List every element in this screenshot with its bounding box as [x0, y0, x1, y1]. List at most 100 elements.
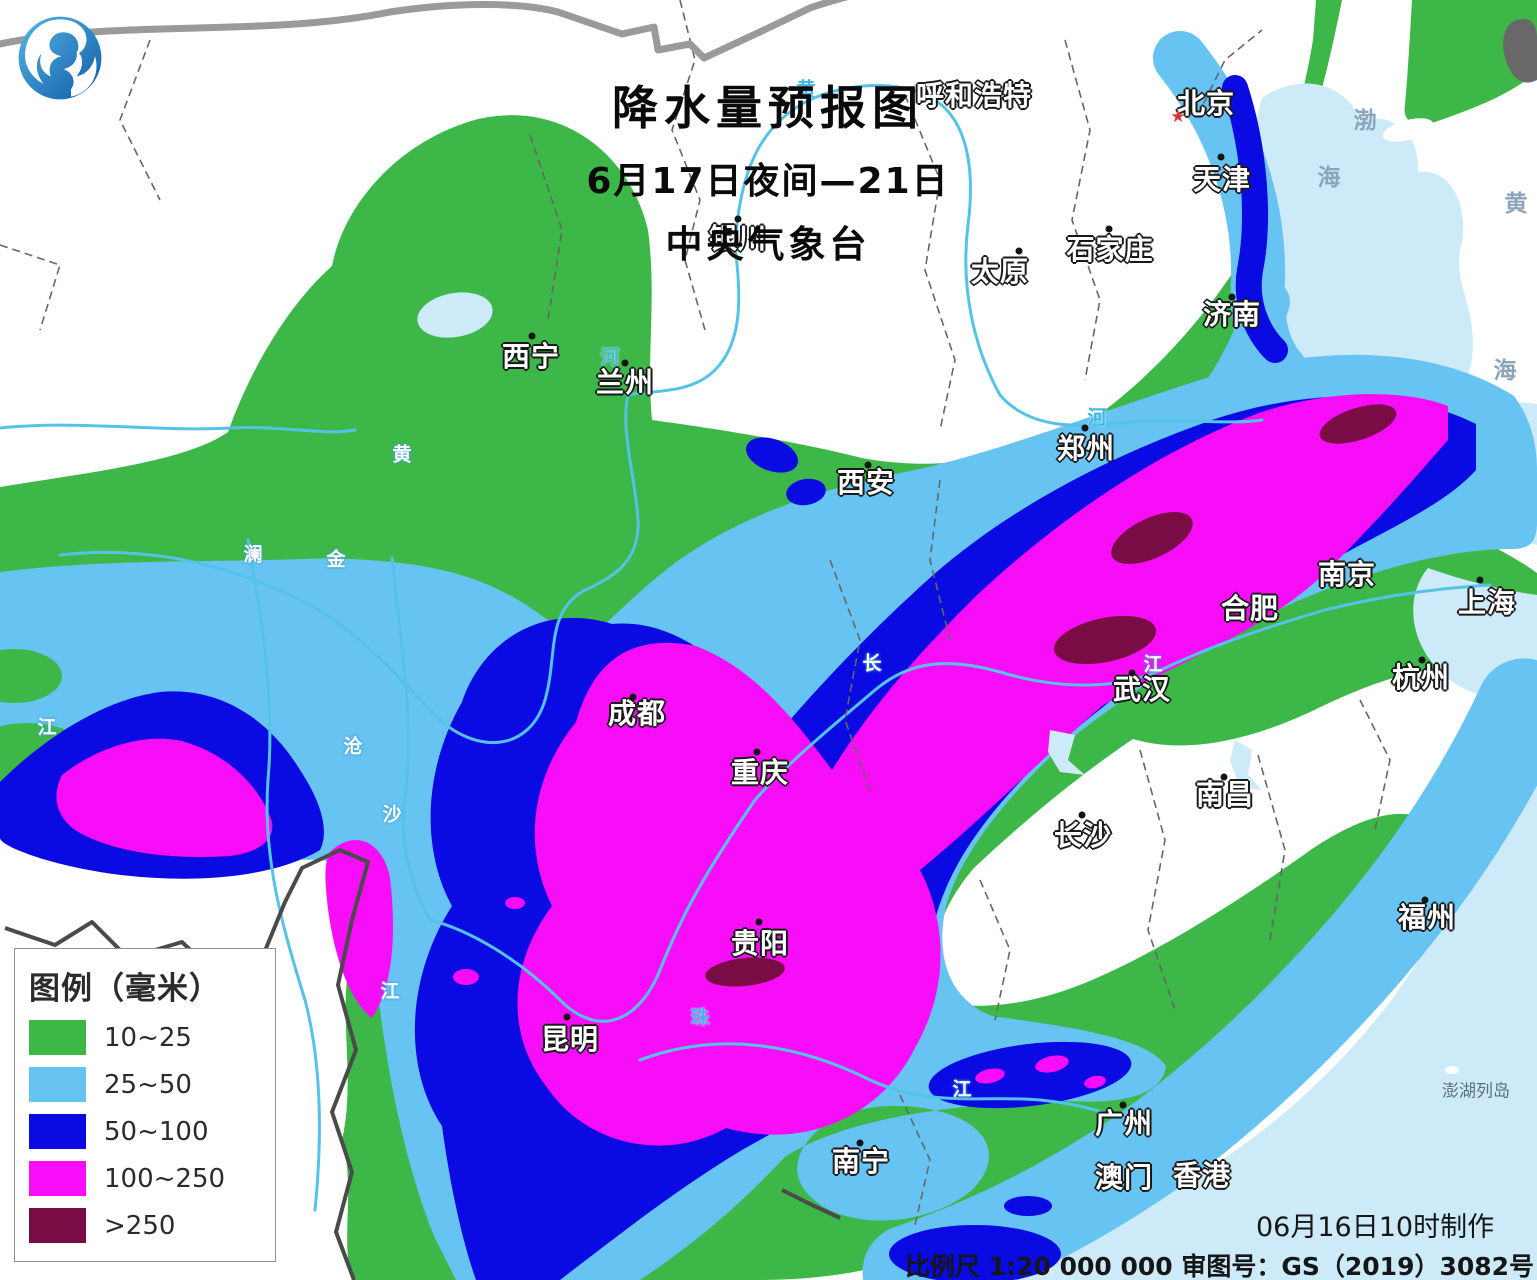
lake-dongting — [1048, 730, 1085, 775]
city-label-澳门: 澳门 — [1094, 1161, 1154, 1194]
island-changshan — [1382, 118, 1434, 142]
capital-star-icon: ★ — [1170, 107, 1186, 127]
legend-items: 10~25 25~50 50~100 100~250 >250 — [29, 1020, 275, 1243]
city-label-香港: 香港 — [1172, 1159, 1232, 1192]
zone-magenta-west — [56, 738, 273, 857]
border-mongolia — [0, 0, 849, 62]
sea-label-3: 海 — [1493, 358, 1517, 384]
production-timestamp: 06月16日10时制作 — [1256, 1212, 1495, 1243]
river-label-0: 黄 — [796, 78, 816, 101]
city-label-银川: 银川 — [708, 222, 768, 255]
river-label-10: 江 — [1143, 653, 1163, 676]
legend-swatch-0 — [29, 1020, 86, 1055]
zone-blue-coast-small — [1004, 1196, 1052, 1216]
city-label-贵阳: 贵阳 — [730, 927, 790, 960]
cma-logo — [18, 16, 102, 100]
zone-lightblue-offshore — [862, 658, 1537, 1280]
river-label-3: 河 — [1087, 406, 1107, 429]
city-label-北京: 北京 — [1176, 87, 1236, 120]
sea-label-2: 黄 — [1504, 191, 1528, 217]
city-label-兰州: 兰州 — [595, 366, 655, 399]
city-dot-西宁 — [528, 332, 536, 340]
zone-magenta-dot-3 — [1084, 1075, 1106, 1089]
city-dot-济南 — [1228, 293, 1236, 301]
city-label-南宁: 南宁 — [831, 1145, 891, 1178]
city-dot-昆明 — [563, 1013, 571, 1021]
logo-swirl — [25, 19, 97, 97]
legend-row-3: 100~250 — [29, 1161, 275, 1196]
city-label-济南: 济南 — [1202, 298, 1262, 331]
city-label-合肥: 合肥 — [1220, 592, 1280, 625]
city-label-重庆: 重庆 — [730, 756, 790, 789]
sea-east-south — [900, 700, 1537, 1280]
island-label-penghu: 澎湖列岛 — [1442, 1081, 1510, 1102]
city-dot-武汉 — [1128, 669, 1136, 677]
city-label-太原: 太原 — [970, 255, 1030, 288]
city-label-武汉: 武汉 — [1112, 673, 1172, 706]
river-yellow — [58, 83, 1264, 744]
legend-label-1: 25~50 — [104, 1069, 192, 1100]
city-label-杭州: 杭州 — [1391, 661, 1451, 694]
city-dot-太原 — [1015, 247, 1023, 255]
city-label-南京: 南京 — [1317, 558, 1377, 591]
city-label-西安: 西安 — [836, 466, 896, 499]
zone-green-liaodong — [1404, 0, 1537, 125]
zone-maroon-henan — [1111, 512, 1193, 564]
city-dot-福州 — [1421, 896, 1429, 904]
map-title-block: 降水量预报图 6月17日夜间—21日 中央气象台 — [586, 72, 949, 268]
map-scale-and-approval: 比例尺 1:20 000 000 审图号：GS（2019）3082号 MESIS… — [905, 1252, 1537, 1280]
city-dot-长沙 — [1078, 811, 1086, 819]
river-label-4: 澜 — [243, 543, 263, 566]
legend-swatch-4 — [29, 1208, 86, 1243]
river-label-8: 沙 — [382, 803, 402, 826]
city-dot-重庆 — [753, 748, 761, 756]
river-label-1: 河 — [600, 346, 620, 369]
river-label-6: 江 — [37, 716, 57, 739]
legend-title: 图例（毫米） — [29, 971, 221, 1007]
legend-row-4: >250 — [29, 1208, 275, 1243]
city-label-长沙: 长沙 — [1053, 819, 1113, 852]
city-label-西宁: 西宁 — [501, 340, 561, 373]
city-dot-广州 — [1119, 1101, 1127, 1109]
legend-row-2: 50~100 — [29, 1114, 275, 1149]
legend-label-4: >250 — [104, 1210, 176, 1241]
city-label-福州: 福州 — [1397, 901, 1457, 934]
island-bohai-1 — [1439, 139, 1465, 157]
city-label-郑州: 郑州 — [1056, 432, 1116, 465]
zone-magenta-dot-5 — [505, 897, 525, 909]
city-label-南昌: 南昌 — [1195, 778, 1255, 811]
legend-row-0: 10~25 — [29, 1020, 275, 1055]
river-pearl — [638, 1042, 1147, 1134]
river-label-2: 黄 — [392, 443, 412, 466]
border-korea-coast — [1503, 18, 1537, 83]
zone-maroon-jiangsu — [1319, 404, 1397, 444]
city-dot-天津 — [1217, 153, 1225, 161]
map-date-range: 6月17日夜间—21日 — [586, 161, 950, 202]
city-dot-上海 — [1476, 576, 1484, 584]
zone-maroon-hubei — [1053, 615, 1157, 665]
legend-label-2: 50~100 — [104, 1116, 209, 1147]
river-label-5: 金 — [326, 548, 346, 571]
city-dot-杭州 — [1418, 656, 1426, 664]
legend: 图例（毫米） 10~25 25~50 50~100 100~250 >250 — [14, 948, 276, 1262]
sea-bohai — [1253, 83, 1473, 433]
city-dot-贵阳 — [755, 918, 763, 926]
city-label-石家庄: 石家庄 — [1066, 233, 1154, 266]
zone-magenta-dot-2 — [1035, 1055, 1069, 1073]
legend-swatch-3 — [29, 1161, 86, 1196]
zone-magenta-dot-1 — [975, 1068, 1005, 1084]
island-penghu — [1445, 1066, 1459, 1074]
city-label-上海: 上海 — [1457, 586, 1517, 619]
city-label-天津: 天津 — [1192, 163, 1252, 196]
zone-magenta-dot-4 — [453, 969, 479, 985]
city-dot-石家庄 — [1105, 225, 1113, 233]
city-label-成都: 成都 — [607, 697, 667, 730]
province-borders — [0, 0, 1391, 1226]
city-dot-南宁 — [856, 1139, 864, 1147]
sea-label-0: 渤 — [1353, 108, 1377, 134]
river-label-7: 沧 — [343, 735, 363, 758]
city-dot-南昌 — [1220, 773, 1228, 781]
zone-blue-strip-tianjin-coast — [1222, 75, 1288, 363]
